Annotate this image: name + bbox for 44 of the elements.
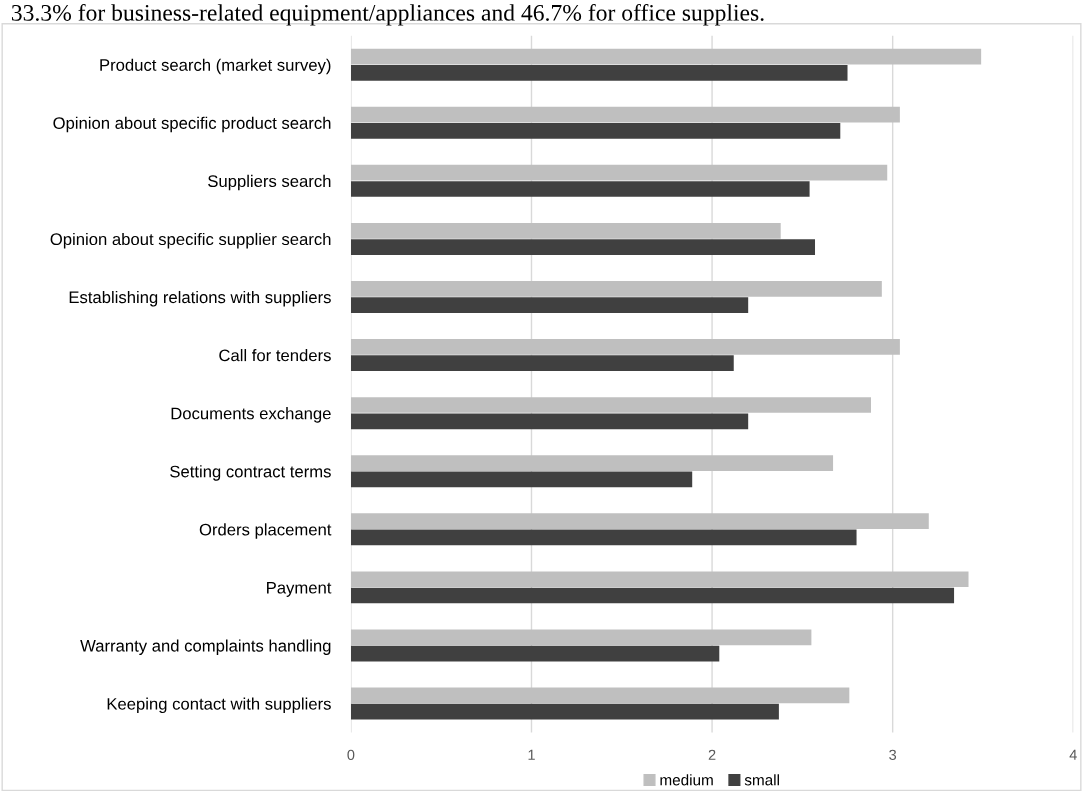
bar	[350, 687, 850, 704]
y-tick-label: Documents exchange	[171, 407, 331, 423]
bar	[350, 239, 816, 255]
y-tick-label: Setting contract terms	[170, 465, 331, 481]
bar	[350, 397, 871, 413]
bar	[350, 123, 841, 139]
x-tick-label: 0	[347, 749, 355, 760]
x-tick-label: 4	[1069, 749, 1077, 760]
y-tick-label: Product search (market survey)	[100, 58, 331, 75]
bar	[350, 48, 982, 65]
y-tick-label: Payment	[267, 581, 332, 597]
bar	[350, 629, 812, 646]
x-tick-label: 2	[708, 749, 716, 760]
bar	[350, 164, 888, 181]
x-tick-label: 1	[528, 749, 535, 760]
bar	[350, 455, 834, 471]
bar	[350, 297, 749, 313]
bar	[350, 222, 781, 239]
bar	[350, 703, 779, 720]
bar	[350, 106, 900, 123]
y-tick-label: Keeping contact with suppliers	[107, 697, 331, 714]
y-tick-label: Suppliers search	[208, 174, 331, 191]
y-tick-label: Warranty and complaints handling	[80, 639, 331, 655]
bar	[350, 587, 955, 604]
bar	[350, 529, 857, 546]
legend-label: medium	[660, 774, 713, 786]
y-tick-label: Opinion about specific product search	[53, 116, 331, 133]
bar	[350, 355, 734, 372]
bar	[350, 645, 720, 662]
text: 33.3% for business-related equipment/appliances and 46.7% for office supplies.	[11, 3, 764, 26]
bar	[350, 64, 848, 81]
y-tick-label: Orders placement	[199, 523, 332, 539]
bar	[350, 413, 749, 430]
y-tick-label: Establishing relations with suppliers	[69, 290, 331, 307]
bar	[350, 571, 969, 588]
bar	[350, 339, 900, 355]
bar	[350, 513, 929, 530]
bar	[350, 281, 882, 297]
bar	[350, 471, 693, 488]
y-tick-label: Call for tenders	[219, 349, 331, 362]
y-tick-label: Opinion about specific supplier search	[50, 232, 331, 249]
x-tick-label: 3	[889, 749, 897, 760]
legend-label: small	[744, 774, 779, 786]
bar	[350, 181, 810, 197]
